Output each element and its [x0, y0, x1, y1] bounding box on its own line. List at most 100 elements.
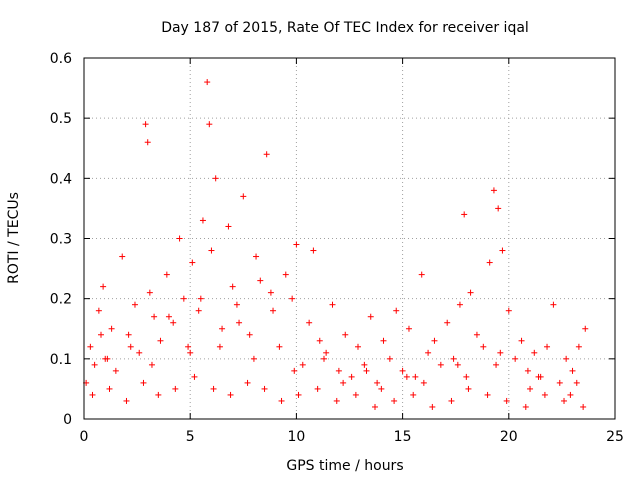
data-point: [461, 211, 468, 218]
data-point: [499, 247, 506, 254]
data-point: [293, 241, 300, 248]
x-tick-label: 20: [500, 429, 518, 445]
data-point: [276, 343, 283, 350]
data-point: [467, 289, 474, 296]
data-point: [361, 361, 368, 368]
data-point: [157, 337, 164, 344]
data-point: [418, 271, 425, 278]
data-point: [354, 343, 361, 350]
data-point: [393, 307, 400, 314]
grid-lines: [84, 58, 615, 419]
data-point: [495, 205, 502, 212]
data-point: [503, 397, 510, 404]
data-point: [518, 337, 525, 344]
y-axis-ticks: 0 0.1 0.2 0.3 0.4 0.5 0.6: [50, 51, 615, 428]
data-point: [144, 139, 151, 146]
data-point: [367, 313, 374, 320]
data-point: [490, 187, 497, 194]
data-point: [550, 301, 557, 308]
y-tick-label: 0.1: [50, 352, 72, 368]
x-tick-label: 0: [80, 429, 89, 445]
data-point: [170, 319, 177, 326]
data-point: [244, 379, 251, 386]
data-point: [437, 361, 444, 368]
data-point: [486, 259, 493, 266]
data-point: [456, 301, 463, 308]
data-point: [505, 307, 512, 314]
data-point: [97, 331, 104, 338]
data-point: [573, 379, 580, 386]
y-tick-label: 0.3: [50, 232, 72, 248]
data-point: [270, 307, 277, 314]
data-point: [155, 391, 162, 398]
data-point: [295, 391, 302, 398]
x-tick-label: 10: [287, 429, 305, 445]
data-point: [229, 283, 236, 290]
data-point: [148, 361, 155, 368]
y-axis-label: ROTI / TECUs: [6, 192, 22, 284]
data-point: [199, 217, 206, 224]
data-point: [219, 325, 226, 332]
data-point: [310, 247, 317, 254]
data-point: [425, 349, 432, 356]
data-point: [465, 385, 472, 392]
data-point: [378, 385, 385, 392]
data-point: [151, 313, 158, 320]
data-point: [125, 331, 132, 338]
data-point: [569, 367, 576, 374]
data-point: [163, 271, 170, 278]
data-point: [512, 355, 519, 362]
data-point: [484, 391, 491, 398]
data-point: [112, 367, 119, 374]
data-point: [567, 391, 574, 398]
x-tick-label: 25: [606, 429, 624, 445]
chart-title: Day 187 of 2015, Rate Of TEC Index for r…: [161, 20, 529, 36]
y-tick-label: 0.2: [50, 292, 72, 308]
data-point: [454, 361, 461, 368]
data-point: [261, 385, 268, 392]
data-point: [106, 385, 113, 392]
data-points: [83, 79, 589, 410]
data-point: [340, 379, 347, 386]
data-point: [444, 319, 451, 326]
data-point: [233, 301, 240, 308]
data-point: [208, 247, 215, 254]
data-point: [189, 259, 196, 266]
data-point: [531, 349, 538, 356]
data-point: [403, 373, 410, 380]
data-point: [165, 313, 172, 320]
data-point: [191, 373, 198, 380]
data-point: [399, 367, 406, 374]
data-point: [323, 349, 330, 356]
data-point: [140, 379, 147, 386]
data-point: [386, 355, 393, 362]
data-point: [363, 367, 370, 374]
data-point: [374, 379, 381, 386]
data-point: [250, 355, 257, 362]
data-point: [185, 343, 192, 350]
data-point: [522, 403, 529, 410]
data-point: [195, 307, 202, 314]
data-point: [575, 343, 582, 350]
data-point: [253, 253, 260, 260]
data-point: [119, 253, 126, 260]
data-point: [306, 319, 313, 326]
data-point: [420, 379, 427, 386]
data-point: [172, 385, 179, 392]
data-point: [102, 355, 109, 362]
data-point: [371, 403, 378, 410]
data-point: [541, 391, 548, 398]
x-axis-label: GPS time / hours: [286, 458, 403, 474]
data-point: [316, 337, 323, 344]
y-tick-label: 0.6: [50, 51, 72, 67]
data-point: [146, 289, 153, 296]
data-point: [282, 271, 289, 278]
data-point: [131, 301, 138, 308]
data-point: [314, 385, 321, 392]
data-point: [89, 391, 96, 398]
data-point: [227, 391, 234, 398]
data-point: [212, 175, 219, 182]
data-point: [580, 403, 587, 410]
